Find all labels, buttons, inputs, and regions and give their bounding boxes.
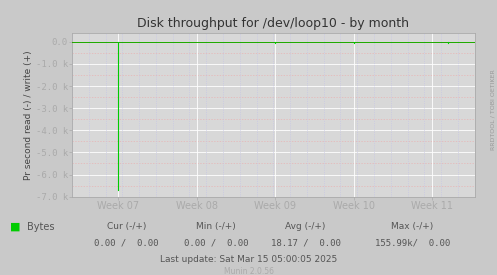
Text: Bytes: Bytes: [27, 222, 55, 232]
Text: Cur (-/+): Cur (-/+): [107, 222, 147, 231]
Title: Disk throughput for /dev/loop10 - by month: Disk throughput for /dev/loop10 - by mon…: [137, 17, 410, 31]
Text: 18.17 /  0.00: 18.17 / 0.00: [271, 239, 340, 248]
Text: Avg (-/+): Avg (-/+): [285, 222, 326, 231]
Text: ■: ■: [10, 222, 20, 232]
Text: 0.00 /  0.00: 0.00 / 0.00: [94, 239, 159, 248]
Text: 0.00 /  0.00: 0.00 / 0.00: [184, 239, 248, 248]
Text: 155.99k/  0.00: 155.99k/ 0.00: [375, 239, 450, 248]
Text: RRDTOOL / TOBI OETIKER: RRDTOOL / TOBI OETIKER: [491, 69, 496, 150]
Text: Munin 2.0.56: Munin 2.0.56: [224, 267, 273, 275]
Text: Min (-/+): Min (-/+): [196, 222, 236, 231]
Y-axis label: Pr second read (-) / write (+): Pr second read (-) / write (+): [24, 50, 33, 180]
Text: Last update: Sat Mar 15 05:00:05 2025: Last update: Sat Mar 15 05:00:05 2025: [160, 255, 337, 264]
Text: Max (-/+): Max (-/+): [391, 222, 434, 231]
